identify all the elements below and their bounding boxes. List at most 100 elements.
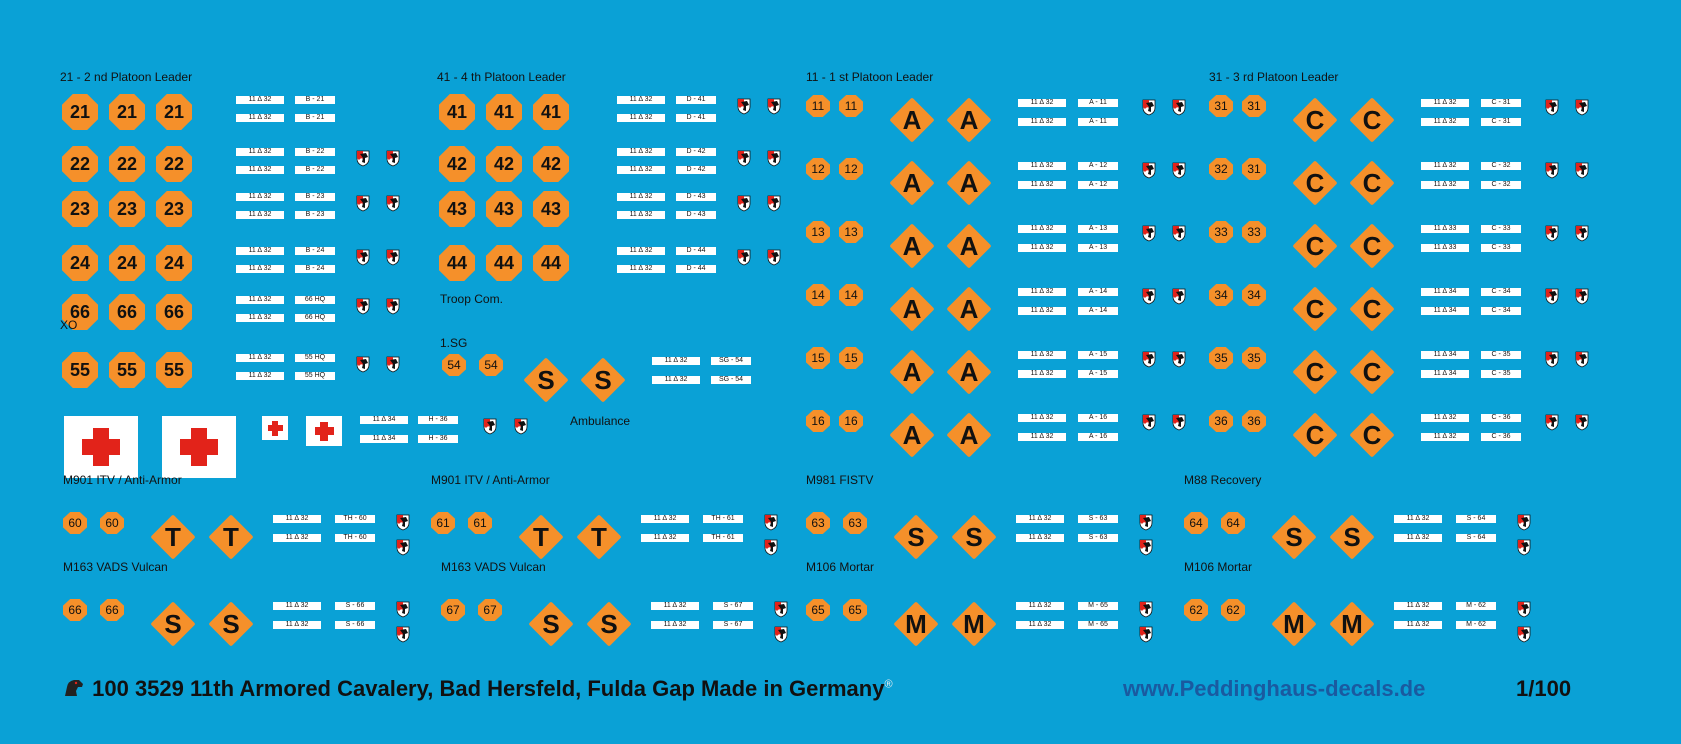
red-cross-bar (320, 422, 328, 441)
text-strip-decal: B - 24 (295, 265, 335, 273)
number-octagon-decal: 21 (109, 94, 145, 130)
letter-diamond-decal: A (889, 97, 935, 143)
diamond-letter: S (594, 364, 612, 395)
diamond-letter: A (959, 167, 979, 198)
cavalry-shield-icon (1575, 225, 1589, 242)
text-strip-decal: C - 35 (1481, 351, 1521, 359)
text-strip-decal: 11 Δ 32 (617, 211, 665, 219)
number-octagon-decal: 66 (63, 599, 87, 621)
text-strip-decal: S - 67 (713, 621, 753, 629)
text-strip-decal: S - 66 (335, 621, 375, 629)
text-strip-decal: 11 Δ 32 (1018, 162, 1066, 170)
group-label: 31 - 3 rd Platoon Leader (1209, 70, 1339, 84)
text-strip-decal: B - 24 (295, 247, 335, 255)
letter-diamond-decal: S (150, 601, 196, 647)
number-octagon-decal: 64 (1184, 512, 1208, 534)
letter-diamond-decal: A (946, 97, 992, 143)
text-strip-decal: 11 Δ 33 (1421, 225, 1469, 233)
letter-diamond-decal: T (208, 514, 254, 560)
group-label: M163 VADS Vulcan (441, 560, 546, 574)
cavalry-shield-icon (767, 195, 781, 212)
diamond-letter: A (959, 104, 979, 135)
text-strip-decal: SG - 54 (711, 357, 751, 365)
group-label: 41 - 4 th Platoon Leader (437, 70, 566, 84)
text-strip-decal: 11 Δ 32 (236, 354, 284, 362)
diamond-letter: S (222, 608, 240, 639)
text-strip-decal: 11 Δ 32 (1018, 433, 1066, 441)
cavalry-shield-icon (1142, 351, 1156, 368)
text-strip-decal: B - 22 (295, 148, 335, 156)
text-strip-decal: 11 Δ 32 (617, 193, 665, 201)
cavalry-shield-icon (1575, 414, 1589, 431)
number-octagon-decal: 13 (839, 221, 863, 243)
footer-title-line: 100 3529 11th Armored Cavalery, Bad Hers… (62, 676, 893, 702)
text-strip-decal: 11 Δ 32 (236, 265, 284, 273)
number-octagon-decal: 42 (439, 146, 475, 182)
footer-url[interactable]: www.Peddinghaus-decals.de (1123, 676, 1426, 701)
number-octagon-decal: 36 (1209, 410, 1233, 432)
cavalry-shield-icon (1545, 288, 1559, 305)
text-strip-decal: 11 Δ 32 (1018, 414, 1066, 422)
diamond-letter: S (542, 608, 560, 639)
text-strip-decal: 11 Δ 32 (617, 114, 665, 122)
number-octagon-decal: 60 (100, 512, 124, 534)
number-octagon-decal: 44 (533, 245, 569, 281)
cavalry-shield-icon (737, 98, 751, 115)
cavalry-shield-icon (396, 514, 410, 531)
cavalry-shield-icon (1575, 162, 1589, 179)
cavalry-shield-icon (1142, 99, 1156, 116)
text-strip-decal: A - 15 (1078, 351, 1118, 359)
letter-diamond-decal: T (150, 514, 196, 560)
text-strip-decal: 11 Δ 32 (236, 96, 284, 104)
letter-diamond-decal: A (889, 160, 935, 206)
letter-diamond-decal: C (1349, 412, 1395, 458)
text-strip-decal: M - 65 (1078, 621, 1118, 629)
number-octagon-decal: 65 (843, 599, 867, 621)
cavalry-shield-icon (1545, 351, 1559, 368)
number-octagon-decal: 63 (806, 512, 830, 534)
cavalry-shield-icon (386, 298, 400, 315)
letter-diamond-decal: M (893, 601, 939, 647)
text-strip-decal: S - 64 (1456, 534, 1496, 542)
group-label: Ambulance (570, 414, 631, 428)
text-strip-decal: B - 21 (295, 114, 335, 122)
cavalry-shield-icon (1172, 414, 1186, 431)
diamond-letter: A (959, 356, 979, 387)
text-strip-decal: 11 Δ 32 (1016, 621, 1064, 629)
letter-diamond-decal: C (1292, 412, 1338, 458)
number-octagon-decal: 42 (533, 146, 569, 182)
letter-diamond-decal: S (523, 357, 569, 403)
diamond-letter: T (533, 521, 549, 552)
diamond-letter: C (1305, 230, 1325, 261)
text-strip-decal: 11 Δ 34 (360, 416, 408, 424)
number-octagon-decal: 66 (100, 599, 124, 621)
letter-diamond-decal: A (889, 349, 935, 395)
letter-diamond-decal: A (889, 223, 935, 269)
text-strip-decal: A - 12 (1078, 181, 1118, 189)
number-octagon-decal: 13 (806, 221, 830, 243)
letter-diamond-decal: C (1292, 160, 1338, 206)
letter-diamond-decal: T (518, 514, 564, 560)
group-label: 21 - 2 nd Platoon Leader (60, 70, 193, 84)
text-strip-decal: M - 65 (1078, 602, 1118, 610)
troop-com-label: Troop Com. (440, 292, 503, 306)
diamond-letter: A (902, 293, 922, 324)
diamond-letter: A (902, 419, 922, 450)
text-strip-decal: C - 33 (1481, 225, 1521, 233)
horse-head-icon (65, 680, 83, 696)
number-octagon-decal: 67 (441, 599, 465, 621)
text-strip-decal: TH - 60 (335, 515, 375, 523)
text-strip-decal: 11 Δ 32 (1421, 162, 1469, 170)
cavalry-shield-icon (767, 98, 781, 115)
group-label: M106 Mortar (806, 560, 875, 574)
number-octagon-decal: 35 (1209, 347, 1233, 369)
cavalry-shield-icon (396, 601, 410, 618)
text-strip-decal: 11 Δ 32 (236, 372, 284, 380)
letter-diamond-decal: C (1349, 97, 1395, 143)
text-strip-decal: TH - 61 (703, 515, 743, 523)
cavalry-shield-icon (1142, 288, 1156, 305)
diamond-letter: C (1362, 419, 1382, 450)
text-strip-decal: 11 Δ 32 (651, 621, 699, 629)
letter-diamond-decal: S (528, 601, 574, 647)
text-strip-decal: B - 21 (295, 96, 335, 104)
